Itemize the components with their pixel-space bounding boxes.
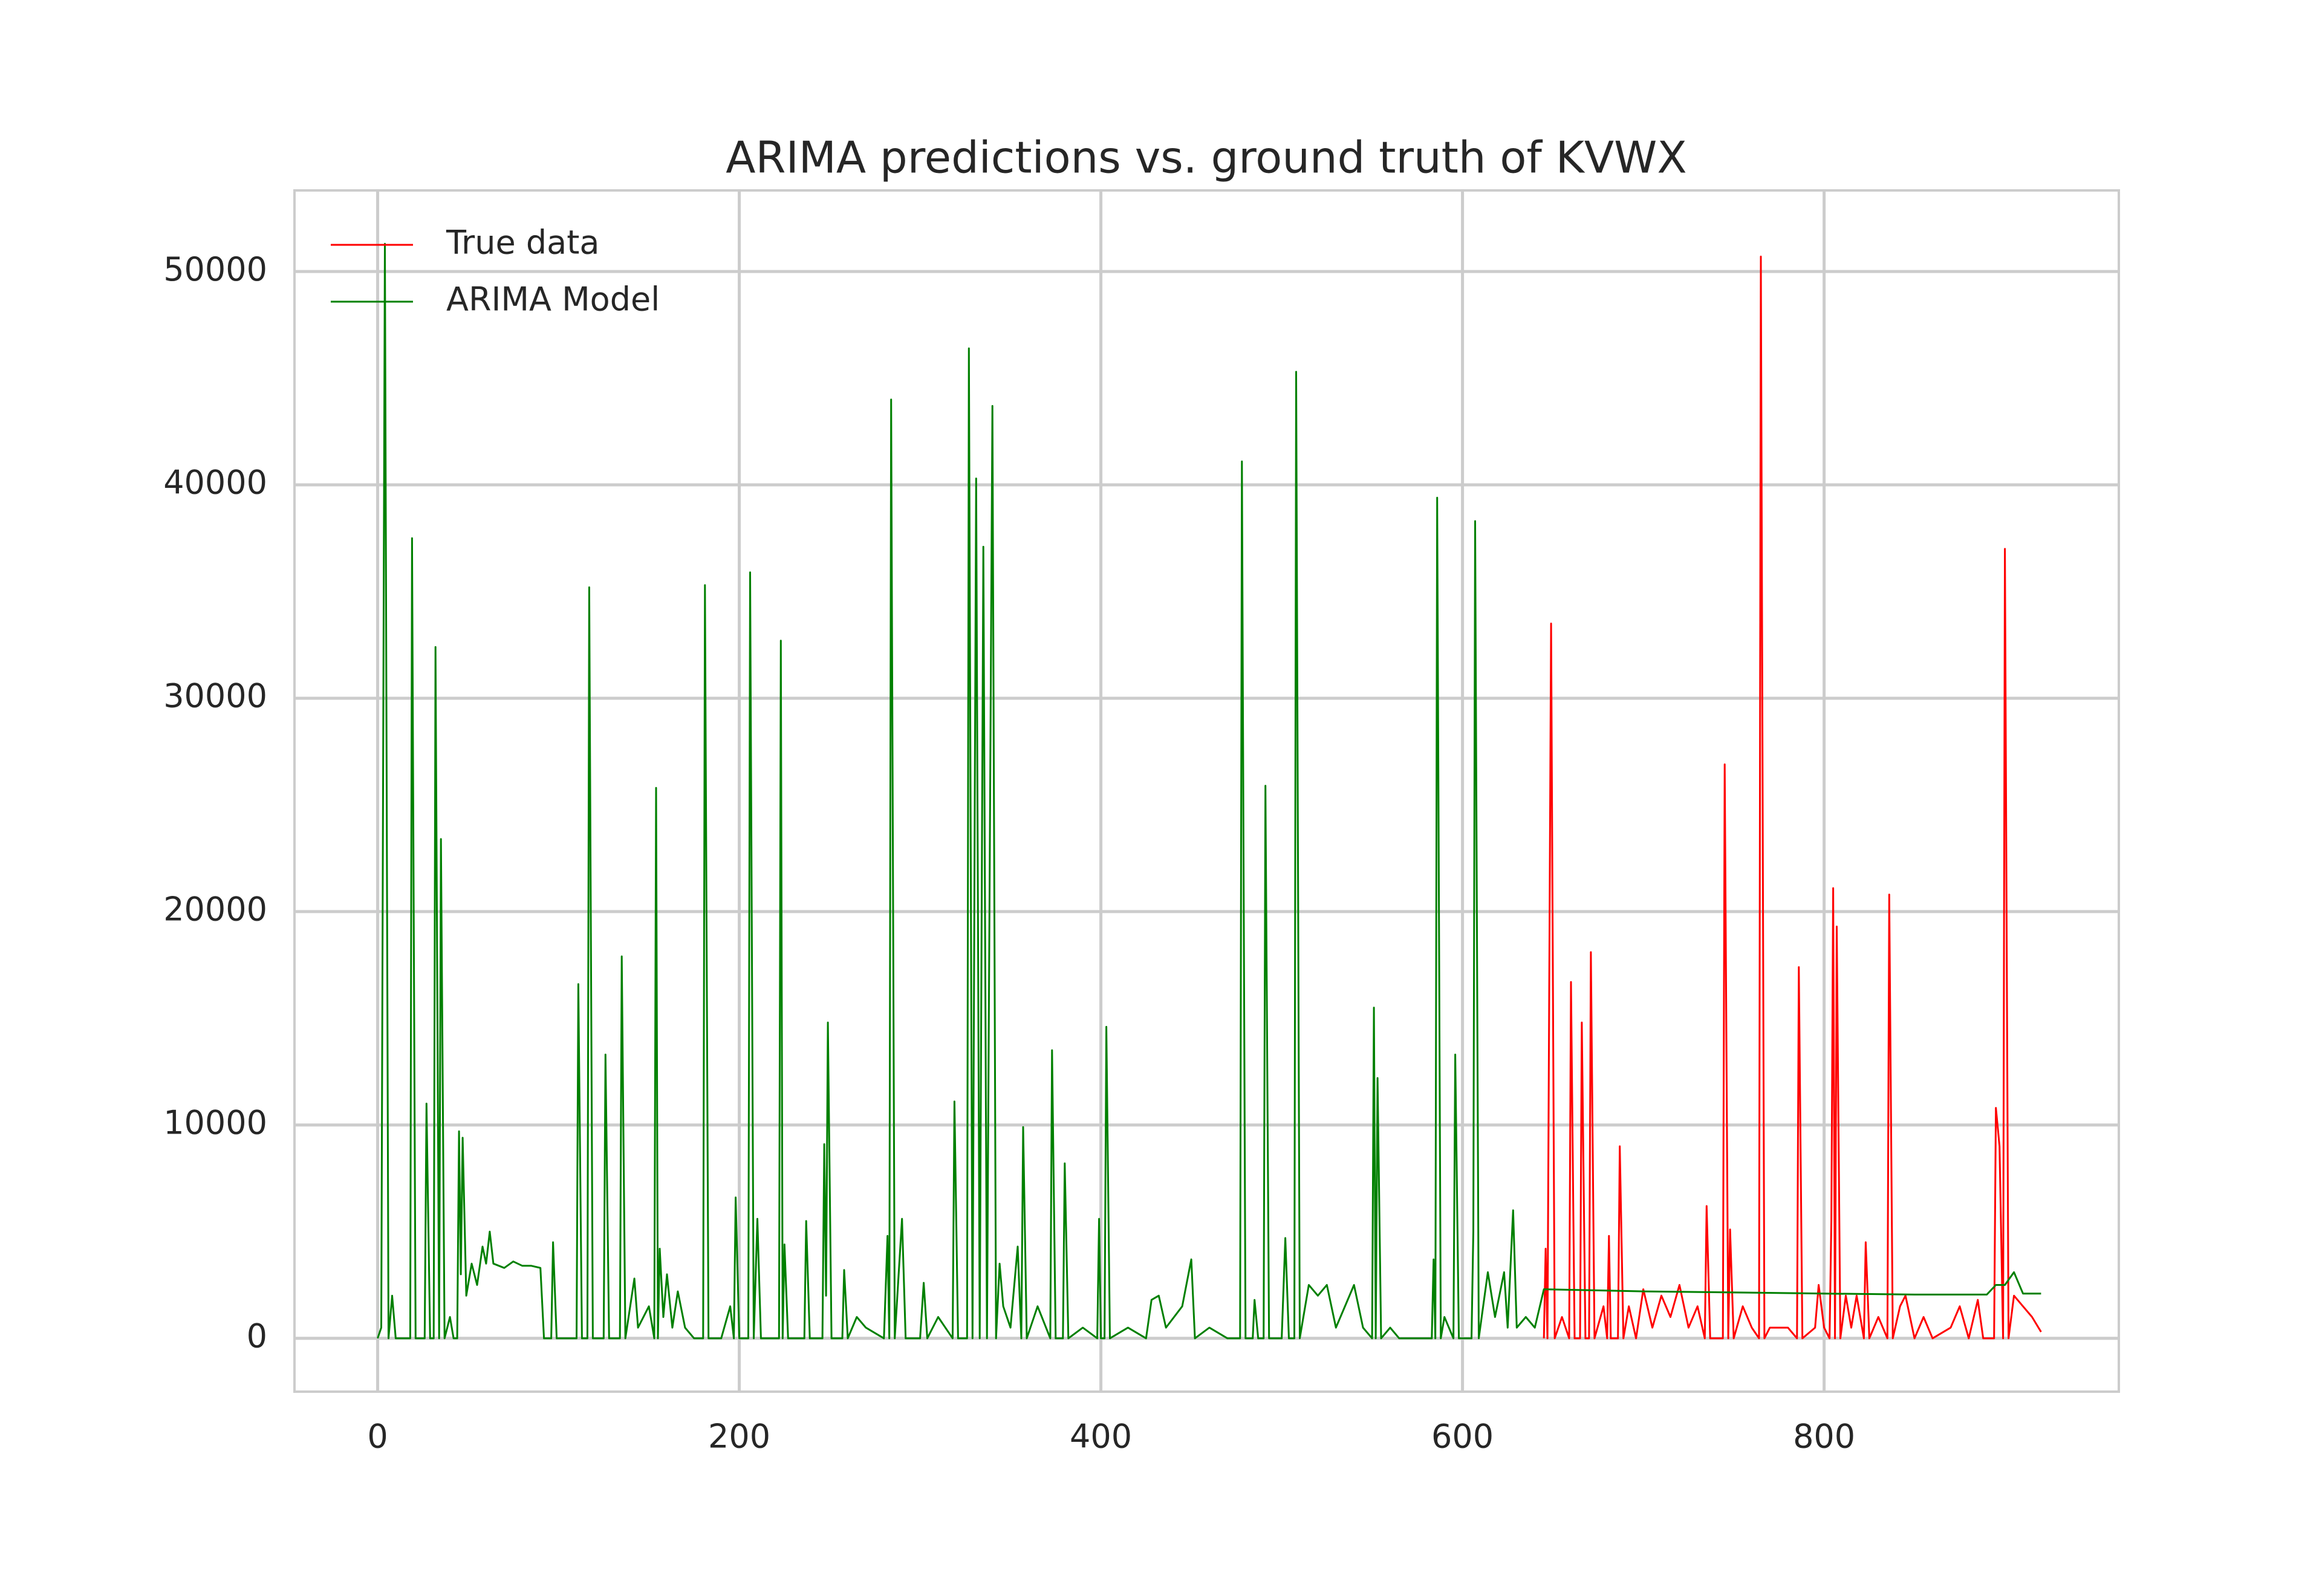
plot-frame — [293, 189, 2120, 1393]
x-tick-label: 0 — [367, 1418, 388, 1456]
chart-title: ARIMA predictions vs. ground truth of KV… — [726, 132, 1686, 183]
series-line — [1543, 255, 2042, 1340]
y-tick-label: 10000 — [163, 1103, 267, 1141]
y-tick-label: 30000 — [163, 677, 267, 715]
x-tick-label: 200 — [708, 1418, 770, 1456]
y-tick-label: 50000 — [163, 250, 267, 288]
x-tick-label: 400 — [1070, 1418, 1132, 1456]
x-tick-label: 800 — [1793, 1418, 1855, 1456]
y-tick-label: 40000 — [163, 464, 267, 502]
series-line — [377, 242, 2041, 1340]
y-tick-label: 0 — [247, 1317, 267, 1355]
legend-label: True data — [446, 224, 600, 262]
x-tick-label: 600 — [1431, 1418, 1494, 1456]
y-tick-label: 20000 — [163, 890, 267, 929]
legend-label: ARIMA Model — [446, 281, 660, 319]
